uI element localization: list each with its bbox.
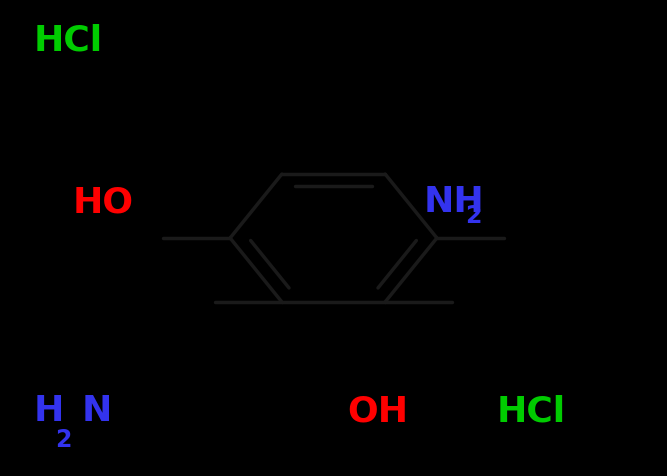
Text: N: N (82, 395, 113, 428)
Text: 2: 2 (55, 428, 72, 452)
Text: OH: OH (347, 395, 408, 428)
Text: NH: NH (424, 185, 484, 219)
Text: HO: HO (72, 185, 133, 219)
Text: HCl: HCl (33, 24, 103, 58)
Text: H: H (33, 395, 64, 428)
Text: HCl: HCl (497, 395, 566, 428)
Text: 2: 2 (465, 204, 482, 228)
